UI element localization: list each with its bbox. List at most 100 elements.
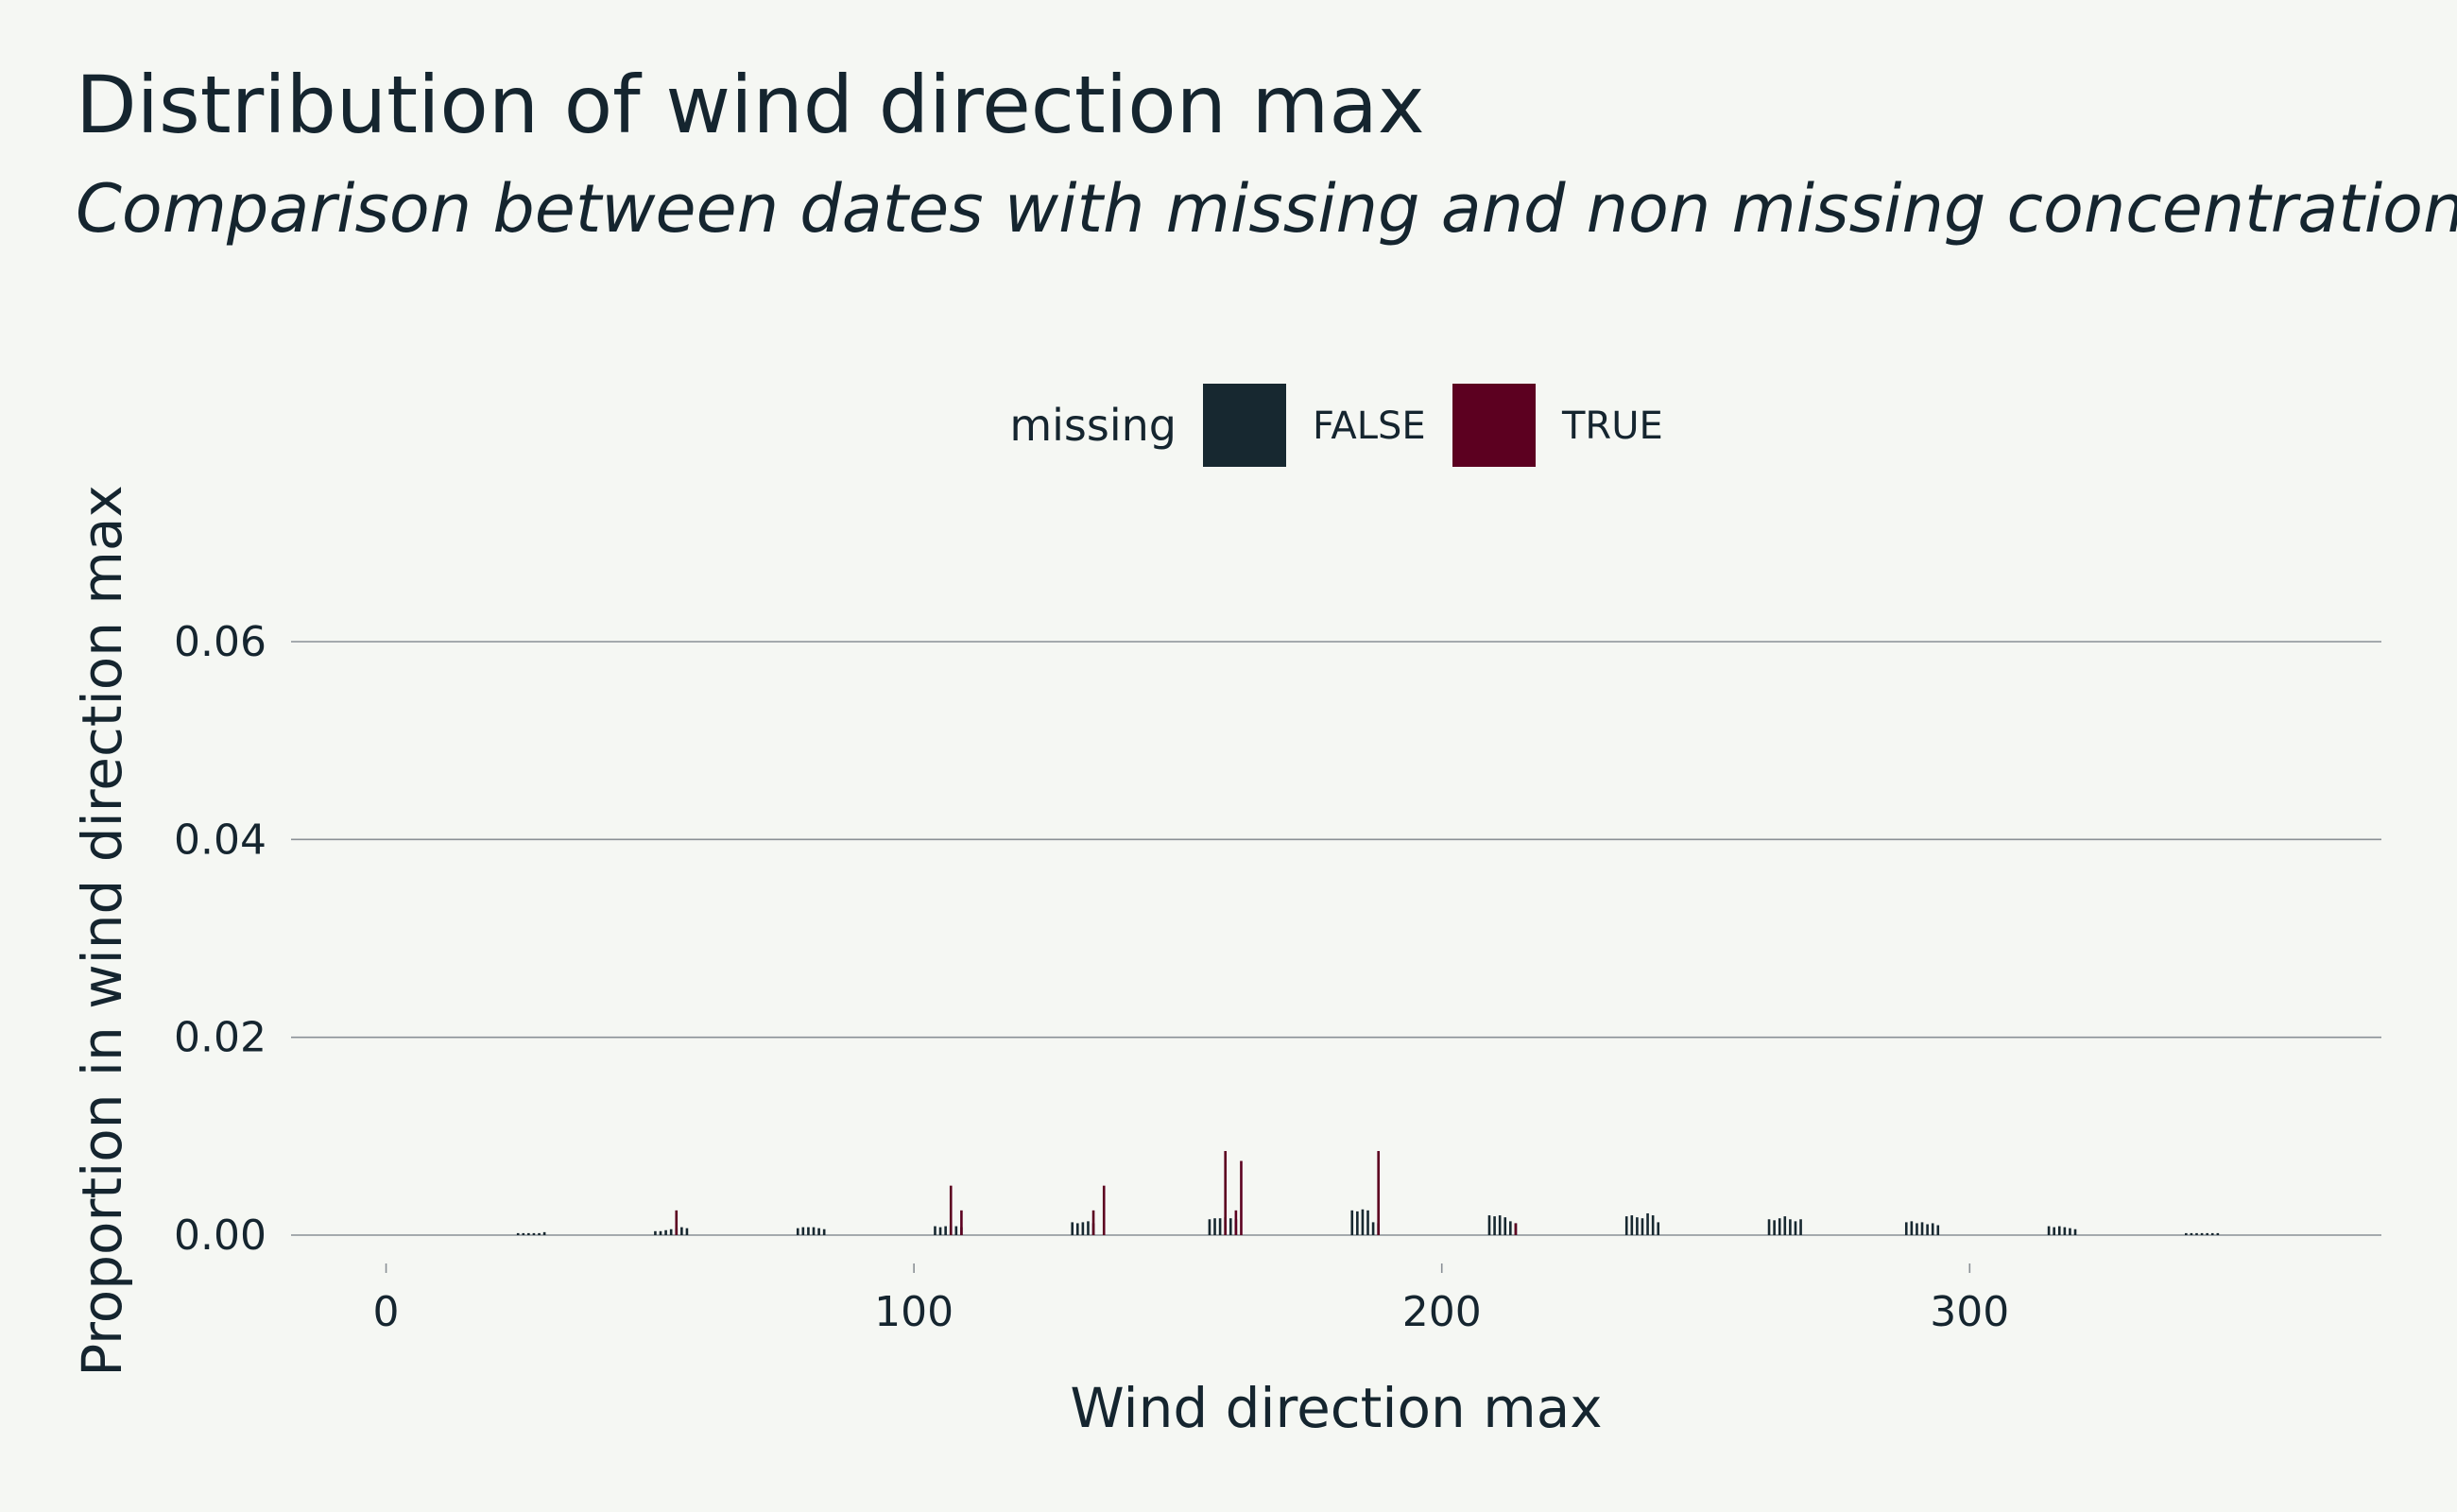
legend-swatch-false bbox=[1203, 384, 1286, 467]
bar-false bbox=[1356, 1211, 1359, 1235]
x-tick-label: 200 bbox=[1402, 1288, 1482, 1336]
bar-false bbox=[822, 1228, 826, 1235]
bar-true bbox=[949, 1185, 953, 1235]
bar-false bbox=[1366, 1210, 1369, 1235]
bar-false bbox=[1213, 1218, 1216, 1235]
bar-false bbox=[801, 1227, 805, 1235]
bar-true bbox=[1102, 1185, 1106, 1235]
bar-false bbox=[2185, 1232, 2188, 1235]
y-tick-label: 0.06 bbox=[174, 618, 266, 666]
bar-false bbox=[1509, 1221, 1512, 1235]
bar-false bbox=[680, 1227, 683, 1235]
bar-false bbox=[2190, 1232, 2193, 1235]
bar-false bbox=[1657, 1222, 1660, 1235]
bar-false bbox=[542, 1231, 546, 1235]
bar-true bbox=[960, 1210, 963, 1235]
bar-false bbox=[1630, 1215, 1634, 1235]
bar-false bbox=[1767, 1219, 1771, 1235]
bar-false bbox=[1904, 1222, 1908, 1235]
bar-false bbox=[1794, 1221, 1797, 1235]
bar-true bbox=[675, 1210, 679, 1235]
bar-false bbox=[1493, 1216, 1496, 1235]
bar-true bbox=[1377, 1151, 1380, 1235]
bar-false bbox=[934, 1226, 936, 1235]
bar-false bbox=[1498, 1215, 1502, 1235]
x-tick-label: 0 bbox=[373, 1288, 400, 1336]
bar-false bbox=[1071, 1222, 1074, 1235]
bar-false bbox=[2047, 1226, 2051, 1235]
bar-true bbox=[1234, 1210, 1238, 1235]
bar-false bbox=[1087, 1221, 1090, 1235]
bar-false bbox=[2195, 1232, 2198, 1235]
bar-false bbox=[532, 1232, 536, 1235]
bar-true bbox=[1224, 1151, 1227, 1235]
bar-false bbox=[954, 1226, 958, 1235]
bar-false bbox=[1228, 1218, 1232, 1235]
y-axis-title: Proportion in wind direction max bbox=[70, 485, 134, 1377]
bar-false bbox=[2063, 1227, 2067, 1235]
legend: missing FALSE TRUE bbox=[1009, 384, 1663, 467]
legend-label-false: FALSE bbox=[1313, 404, 1426, 448]
bar-false bbox=[659, 1230, 662, 1235]
bar-false bbox=[1920, 1222, 1924, 1235]
bars bbox=[516, 1151, 2220, 1235]
bar-false bbox=[2200, 1232, 2204, 1235]
x-axis: 0 100 200 300 bbox=[373, 1263, 2009, 1336]
bar-false bbox=[1503, 1217, 1507, 1235]
bar-false bbox=[2057, 1226, 2061, 1235]
bar-false bbox=[1371, 1222, 1375, 1235]
bar-false bbox=[1789, 1219, 1792, 1235]
bar-false bbox=[1646, 1212, 1649, 1235]
bar-false bbox=[669, 1228, 673, 1235]
bar-false bbox=[2206, 1232, 2208, 1235]
bar-false bbox=[944, 1226, 947, 1235]
x-axis-title: Wind direction max bbox=[1070, 1376, 1602, 1440]
bar-false bbox=[538, 1232, 541, 1235]
bar-false bbox=[1624, 1216, 1628, 1235]
legend-title: missing bbox=[1009, 400, 1177, 451]
gridlines bbox=[291, 641, 2381, 1236]
bar-false bbox=[1926, 1224, 1929, 1235]
bar-false bbox=[654, 1230, 657, 1235]
x-tick-label: 100 bbox=[874, 1288, 954, 1336]
bar-false bbox=[1778, 1218, 1781, 1235]
bar-false bbox=[1218, 1218, 1222, 1235]
bar-false bbox=[1783, 1216, 1787, 1235]
bar-false bbox=[1773, 1220, 1776, 1235]
bar-false bbox=[685, 1228, 689, 1235]
bar-false bbox=[1487, 1215, 1491, 1235]
bar-false bbox=[1075, 1223, 1079, 1235]
bar-true bbox=[1240, 1160, 1243, 1235]
y-tick-label: 0.02 bbox=[174, 1014, 266, 1062]
bar-false bbox=[527, 1232, 530, 1235]
bar-false bbox=[2216, 1232, 2220, 1235]
bar-false bbox=[1799, 1219, 1802, 1235]
bar-false bbox=[1651, 1215, 1655, 1235]
y-axis: 0.00 0.02 0.04 0.06 bbox=[174, 618, 266, 1260]
legend-label-true: TRUE bbox=[1561, 404, 1663, 448]
bar-true bbox=[1091, 1210, 1095, 1235]
bar-false bbox=[938, 1227, 942, 1235]
bar-false bbox=[522, 1232, 525, 1235]
bar-false bbox=[812, 1227, 816, 1235]
bar-false bbox=[664, 1229, 667, 1235]
bar-false bbox=[796, 1228, 799, 1235]
bar-false bbox=[1916, 1223, 1918, 1235]
bar-false bbox=[1208, 1219, 1211, 1235]
bar-false bbox=[2053, 1227, 2055, 1235]
bar-false bbox=[1936, 1225, 1940, 1235]
legend-swatch-true bbox=[1452, 384, 1536, 467]
bar-false bbox=[1636, 1217, 1639, 1235]
chart-title: Distribution of wind direction max bbox=[76, 59, 1425, 151]
bar-false bbox=[1081, 1222, 1085, 1235]
bar-false bbox=[1910, 1221, 1914, 1235]
chart-subtitle: Comparison between dates with missing an… bbox=[76, 170, 2457, 248]
bar-false bbox=[1641, 1218, 1644, 1235]
bar-false bbox=[2069, 1228, 2071, 1235]
y-tick-label: 0.00 bbox=[174, 1211, 266, 1260]
bar-false bbox=[807, 1227, 810, 1235]
x-tick-label: 300 bbox=[1930, 1288, 2009, 1336]
bar-false bbox=[1350, 1210, 1354, 1235]
bar-false bbox=[817, 1228, 820, 1235]
